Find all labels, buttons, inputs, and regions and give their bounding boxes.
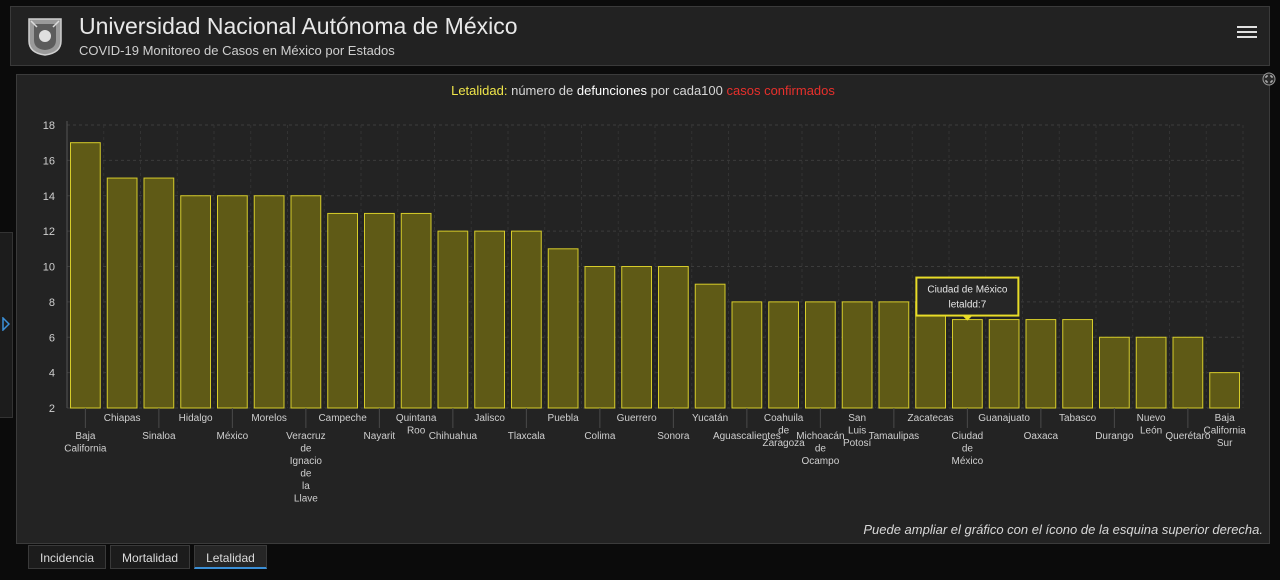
x-tick-label: Quintana Roo — [396, 413, 437, 437]
x-tick-label: Guerrero — [617, 413, 657, 424]
app-subtitle: COVID-19 Monitoreo de Casos en México po… — [79, 43, 395, 58]
bar — [768, 301, 799, 409]
x-tick-label: Hidalgo — [179, 413, 213, 424]
x-tick-label: Coahuila de Zaragoza — [763, 413, 806, 449]
x-tick-label: Aguascalientes — [713, 431, 781, 442]
bar — [217, 195, 248, 409]
bar — [180, 195, 211, 409]
bar — [290, 195, 322, 409]
y-tick-label: 10 — [43, 262, 55, 274]
x-tick-label: Baja California Sur — [1204, 413, 1247, 449]
x-tick-label: Nuevo León — [1137, 413, 1166, 437]
bar — [364, 212, 395, 409]
view-tabs: Incidencia Mortalidad Letalidad — [28, 545, 267, 569]
chart-title-casos: casos confirmados — [726, 83, 835, 98]
hamburger-menu-icon[interactable] — [1237, 23, 1257, 43]
x-tick-label: Durango — [1095, 431, 1134, 442]
y-tick-label: 6 — [49, 332, 55, 344]
chart-title-defunciones: defunciones — [576, 83, 647, 98]
bar — [915, 301, 946, 409]
x-tick-label: Tamaulipas — [869, 431, 920, 442]
x-tick-label: Sonora — [657, 431, 690, 442]
x-tick-label: Michoacán de Ocampo — [796, 431, 844, 467]
bar — [1135, 336, 1167, 409]
bar — [106, 177, 138, 409]
unam-logo — [28, 18, 62, 56]
tooltip-value: letaldd:7 — [948, 300, 986, 311]
bar — [437, 230, 469, 409]
chart-title-metric: Letalidad: — [451, 83, 508, 98]
y-tick-label: 8 — [49, 297, 55, 309]
chart-title-text-a: número de — [507, 83, 577, 98]
x-tick-label: Campeche — [318, 413, 367, 424]
x-tick-label: San Luis Potosí — [843, 413, 872, 449]
x-tick-label: Sinaloa — [142, 431, 176, 442]
x-tick-label: Zacatecas — [908, 413, 954, 424]
bar — [878, 301, 910, 409]
bar — [143, 177, 175, 409]
x-tick-label: Baja California — [64, 431, 107, 455]
x-tick-label: Tabasco — [1059, 413, 1097, 424]
x-tick-label: Querétaro — [1165, 431, 1210, 442]
bar — [1025, 319, 1057, 409]
bar — [327, 212, 358, 409]
chevron-right-icon — [2, 317, 10, 331]
x-tick-label: Tlaxcala — [508, 431, 546, 442]
bar — [694, 283, 726, 409]
x-tick-label: Puebla — [548, 413, 580, 424]
bar — [731, 301, 763, 409]
chart-panel: 2 4 6 8 10 12 14 16 18 Baja California Chiapas Sinal… — [16, 74, 1270, 544]
y-tick-label: 4 — [49, 368, 55, 380]
x-tick-label: Jalisco — [474, 413, 505, 424]
x-tick-label: Chihuahua — [429, 431, 478, 442]
zoom-hint: Puede ampliar el gráfico con el ícono de… — [863, 522, 1263, 537]
tab-letalidad[interactable]: Letalidad — [194, 545, 267, 569]
bar — [584, 266, 616, 409]
tab-incidencia[interactable]: Incidencia — [28, 545, 107, 569]
bar — [1062, 319, 1093, 409]
bar — [547, 248, 579, 409]
bar — [1099, 336, 1130, 409]
app-header: Universidad Nacional Autónoma de México … — [10, 6, 1270, 66]
y-tick-label: 12 — [43, 226, 55, 238]
y-tick-label: 16 — [43, 155, 55, 167]
bar — [253, 195, 285, 409]
x-tick-label: México — [217, 431, 249, 442]
x-tick-label: Veracruz de Ignacio de la Llave — [286, 431, 325, 505]
bar — [805, 301, 836, 409]
side-panel-toggle[interactable] — [0, 232, 13, 418]
x-tick-label: Yucatán — [692, 413, 728, 424]
bar-chart: 2 4 6 8 10 12 14 16 18 Baja California ChiapasSinal… — [43, 120, 1247, 505]
y-tick-label: 14 — [43, 191, 55, 203]
bar — [841, 301, 873, 409]
y-tick-label: 18 — [43, 120, 55, 132]
bar — [400, 212, 432, 409]
x-tick-label: Morelos — [251, 413, 287, 424]
y-tick-label: 2 — [49, 403, 55, 415]
x-tick-label: Chiapas — [104, 413, 141, 424]
bar — [658, 266, 689, 409]
bar — [1209, 372, 1240, 409]
x-tick-label: Guanajuato — [978, 413, 1030, 424]
bar — [621, 266, 652, 409]
x-tick-label: Oaxaca — [1024, 431, 1059, 442]
chart-title: Letalidad: número de defunciones por cad… — [17, 83, 1269, 98]
tooltip-pointer — [962, 315, 973, 321]
bar — [988, 319, 1020, 409]
app-title: Universidad Nacional Autónoma de México — [79, 13, 518, 39]
x-tick-label: Ciudad de México — [952, 431, 984, 467]
tooltip-title: Ciudad de México — [927, 285, 1007, 296]
chart-title-text-b: por cada100 — [646, 83, 727, 98]
bar — [511, 230, 542, 409]
x-tick-label: Nayarit — [364, 431, 396, 442]
bar — [70, 142, 101, 409]
bar — [952, 319, 983, 409]
x-tick-label: Colima — [584, 431, 616, 442]
bar — [1172, 336, 1204, 409]
tooltip-box — [915, 276, 1020, 317]
expand-icon[interactable] — [1262, 72, 1276, 86]
tab-mortalidad[interactable]: Mortalidad — [110, 545, 191, 569]
bar — [474, 230, 505, 409]
